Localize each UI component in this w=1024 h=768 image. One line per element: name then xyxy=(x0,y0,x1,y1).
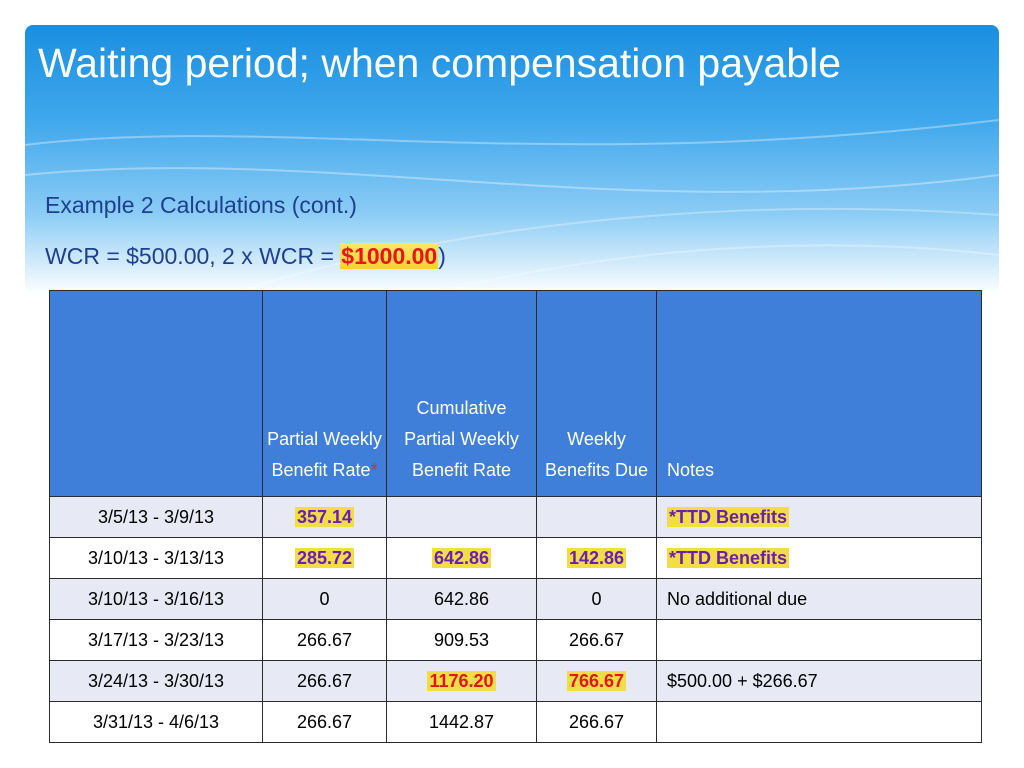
cumulative-cell xyxy=(386,496,537,538)
wcr-highlight-value: $1000.00 xyxy=(340,243,439,269)
due-value-highlight: 142.86 xyxy=(566,547,627,568)
wcr-line: WCR = $500.00, 2 x WCR = $1000.00) xyxy=(45,243,446,270)
partial-value-highlight: 285.72 xyxy=(294,547,355,568)
cumulative-cell: 1442.87 xyxy=(386,701,537,743)
period-cell: 3/24/13 - 3/30/13 xyxy=(49,660,263,702)
notes-cell xyxy=(656,701,982,743)
header-cumulative-rate: Cumulative Partial Weekly Benefit Rate xyxy=(386,290,537,497)
notes-highlight: *TTD Benefits xyxy=(667,506,790,527)
due-cell: 266.67 xyxy=(536,701,657,743)
wcr-line-suffix: ) xyxy=(438,243,446,269)
partial-cell: 285.72 xyxy=(262,537,387,579)
partial-cell: 0 xyxy=(262,578,387,620)
header-partial-rate: Partial Weekly Benefit Rate* xyxy=(262,290,387,497)
notes-cell: *TTD Benefits xyxy=(656,496,982,538)
header-asterisk: * xyxy=(370,460,378,480)
partial-cell: 266.67 xyxy=(262,660,387,702)
header-period xyxy=(49,290,263,497)
cumulative-cell: 642.86 xyxy=(386,578,537,620)
table-row: 3/5/13 - 3/9/13 357.14 *TTD Benefits xyxy=(49,496,982,538)
table-row: 3/24/13 - 3/30/13 266.67 1176.20 766.67 … xyxy=(49,660,982,702)
example-heading: Example 2 Calculations (cont.) xyxy=(45,192,357,218)
header-notes: Notes xyxy=(656,290,982,497)
notes-cell: $500.00 + $266.67 xyxy=(656,660,982,702)
due-cell: 766.67 xyxy=(536,660,657,702)
table-row: 3/31/13 - 4/6/13 266.67 1442.87 266.67 xyxy=(49,701,982,743)
table-row: 3/17/13 - 3/23/13 266.67 909.53 266.67 xyxy=(49,619,982,661)
wcr-line-text: WCR = $500.00, 2 x WCR = xyxy=(45,243,341,269)
period-cell: 3/5/13 - 3/9/13 xyxy=(49,496,263,538)
table-row: 3/10/13 - 3/16/13 0 642.86 0 No addition… xyxy=(49,578,982,620)
table-header-row: Partial Weekly Benefit Rate* Cumulative … xyxy=(49,290,982,497)
slide-title: Waiting period; when compensation payabl… xyxy=(38,40,842,86)
notes-cell: *TTD Benefits xyxy=(656,537,982,579)
header-wave-decoration xyxy=(25,119,999,295)
partial-cell: 266.67 xyxy=(262,619,387,661)
header-weekly-due: Weekly Benefits Due xyxy=(536,290,657,497)
slide-header-banner xyxy=(25,25,999,295)
partial-cell: 357.14 xyxy=(262,496,387,538)
cumulative-cell: 642.86 xyxy=(386,537,537,579)
table-row: 3/10/13 - 3/13/13 285.72 642.86 142.86 *… xyxy=(49,537,982,579)
partial-value-highlight: 357.14 xyxy=(294,506,355,527)
period-cell: 3/10/13 - 3/13/13 xyxy=(49,537,263,579)
cumulative-cell: 1176.20 xyxy=(386,660,537,702)
benefit-calculation-table: Partial Weekly Benefit Rate* Cumulative … xyxy=(49,290,982,743)
period-cell: 3/31/13 - 4/6/13 xyxy=(49,701,263,743)
partial-cell: 266.67 xyxy=(262,701,387,743)
cumulative-cell: 909.53 xyxy=(386,619,537,661)
due-value-highlight: 766.67 xyxy=(566,670,627,691)
due-cell: 0 xyxy=(536,578,657,620)
notes-cell xyxy=(656,619,982,661)
due-cell xyxy=(536,496,657,538)
due-cell: 142.86 xyxy=(536,537,657,579)
cumulative-value-highlight: 642.86 xyxy=(431,547,492,568)
notes-highlight: *TTD Benefits xyxy=(667,547,790,568)
notes-cell: No additional due xyxy=(656,578,982,620)
period-cell: 3/17/13 - 3/23/13 xyxy=(49,619,263,661)
period-cell: 3/10/13 - 3/16/13 xyxy=(49,578,263,620)
due-cell: 266.67 xyxy=(536,619,657,661)
cumulative-value-highlight: 1176.20 xyxy=(427,670,496,691)
header-partial-rate-label: Partial Weekly Benefit Rate xyxy=(267,429,382,480)
